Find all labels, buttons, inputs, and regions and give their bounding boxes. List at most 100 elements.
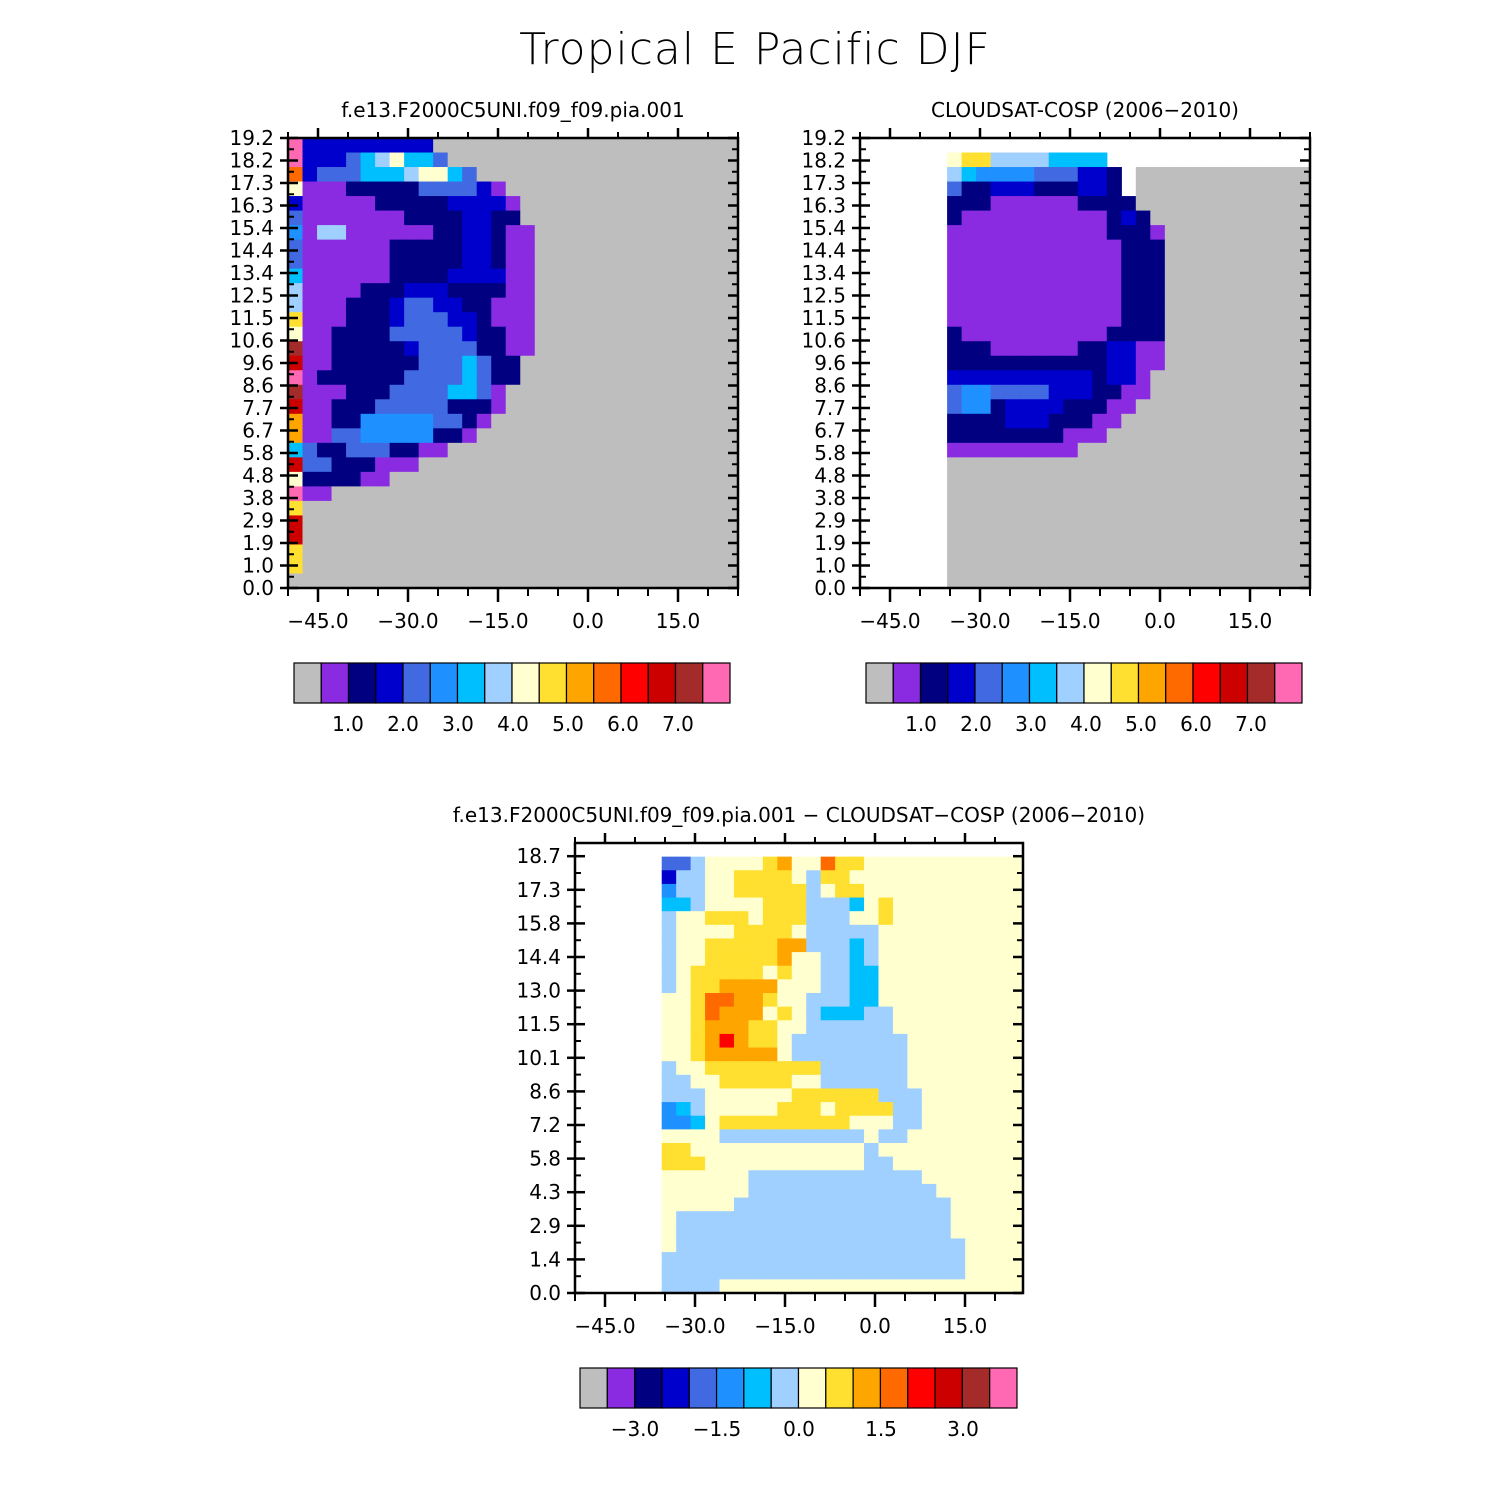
- heatmap-cell: [1251, 239, 1268, 255]
- heatmap-cell: [534, 370, 550, 386]
- heatmap-cell: [346, 268, 362, 284]
- heatmap-cell: [705, 1006, 721, 1021]
- heatmap-cell: [820, 883, 836, 899]
- heatmap-cell: [679, 529, 696, 546]
- heatmap-cell: [1121, 312, 1137, 328]
- y-tick-label: 5.8: [242, 441, 274, 465]
- heatmap-cell: [679, 268, 696, 284]
- heatmap-cell: [534, 210, 550, 226]
- heatmap-cell: [1251, 442, 1268, 458]
- heatmap-cell: [1034, 428, 1050, 444]
- heatmap-cell: [462, 152, 478, 168]
- heatmap-cell: [1295, 167, 1311, 183]
- heatmap-cell: [864, 883, 880, 899]
- heatmap-cell: [375, 312, 391, 328]
- heatmap-cell: [1077, 196, 1093, 212]
- heatmap-cell: [892, 1143, 908, 1158]
- heatmap-cell: [979, 1047, 995, 1062]
- heatmap-cell: [1179, 500, 1195, 517]
- heatmap-cell: [1106, 268, 1122, 284]
- colorbar-label: 2.0: [387, 712, 419, 736]
- heatmap-cell: [1077, 210, 1093, 226]
- heatmap-cell: [476, 573, 492, 589]
- y-tick-label: 19.2: [229, 126, 274, 150]
- heatmap-cell: [1008, 965, 1024, 980]
- heatmap-cell: [607, 573, 623, 589]
- heatmap-cell: [748, 1170, 764, 1185]
- heatmap-cell: [1008, 911, 1024, 926]
- heatmap-cell: [491, 428, 507, 444]
- heatmap-cell: [762, 1129, 778, 1144]
- heatmap-cell: [705, 979, 721, 994]
- heatmap-cell: [346, 326, 362, 342]
- heatmap-cell: [708, 500, 725, 517]
- colorbar: −3.0 −1.5 0.0 1.5 3.0: [579, 1367, 1018, 1441]
- heatmap-cell: [690, 952, 706, 967]
- heatmap-cell: [621, 428, 637, 444]
- heatmap-cell: [375, 384, 391, 400]
- heatmap-cell: [950, 1047, 966, 1062]
- heatmap-cell: [907, 883, 923, 899]
- heatmap-cell: [592, 225, 608, 241]
- y-tick-label: 4.8: [814, 464, 846, 488]
- heatmap-cell: [1135, 312, 1151, 328]
- heatmap-cell: [835, 1033, 851, 1049]
- heatmap-cell: [302, 413, 318, 429]
- heatmap-cell: [563, 297, 579, 313]
- heatmap-cell: [665, 181, 681, 197]
- heatmap-cell: [661, 870, 677, 885]
- heatmap-cell: [723, 341, 739, 357]
- heatmap-cell: [1150, 283, 1166, 299]
- heatmap-cell: [719, 1074, 735, 1090]
- heatmap-cell: [820, 1088, 836, 1103]
- heatmap-cell: [1208, 457, 1224, 473]
- heatmap-cell: [1266, 471, 1282, 487]
- heatmap-cell: [705, 938, 721, 953]
- heatmap-cell: [1121, 210, 1137, 226]
- heatmap-cell: [476, 283, 492, 299]
- heatmap-cell: [636, 500, 652, 517]
- heatmap-cell: [820, 1183, 836, 1199]
- heatmap-cell: [849, 1224, 865, 1240]
- heatmap-cell: [1251, 500, 1268, 517]
- heatmap-cell: [950, 1074, 966, 1090]
- heatmap-cell: [947, 370, 963, 386]
- heatmap-cell: [1019, 239, 1035, 255]
- heatmap-cell: [907, 1238, 923, 1253]
- heatmap-cell: [661, 1074, 677, 1090]
- heatmap-cell: [1295, 515, 1311, 531]
- heatmap-cell: [1150, 225, 1166, 241]
- colorbar-swatch: [974, 662, 1003, 704]
- heatmap-cell: [1106, 544, 1122, 560]
- heatmap-cell: [1008, 1102, 1024, 1117]
- y-tick-label: 14.4: [801, 239, 846, 263]
- heatmap-cell: [1063, 167, 1079, 183]
- heatmap-cell: [534, 384, 550, 400]
- heatmap-cell: [990, 515, 1006, 531]
- heatmap-cell: [302, 254, 318, 270]
- heatmap-cell: [389, 152, 405, 168]
- heatmap-cell: [676, 1156, 692, 1171]
- heatmap-cell: [607, 355, 623, 371]
- heatmap-cell: [1135, 428, 1151, 444]
- heatmap-cell: [331, 341, 347, 357]
- heatmap-cell: [965, 1170, 981, 1185]
- heatmap-cell: [961, 500, 977, 517]
- heatmap-cell: [1048, 239, 1064, 255]
- heatmap-cell: [976, 486, 992, 502]
- heatmap-cell: [563, 152, 579, 168]
- heatmap-cell: [1005, 297, 1021, 313]
- heatmap-cell: [1222, 486, 1239, 502]
- heatmap-cell: [878, 1252, 894, 1267]
- heatmap-cell: [994, 1102, 1010, 1117]
- heatmap-cell: [1034, 254, 1050, 270]
- heatmap-cell: [404, 297, 420, 313]
- heatmap-cell: [705, 924, 721, 940]
- heatmap-cell: [878, 1143, 894, 1158]
- heatmap-cell: [578, 515, 594, 531]
- heatmap-cell: [961, 355, 977, 371]
- heatmap-cell: [864, 979, 880, 994]
- heatmap-cell: [505, 326, 521, 342]
- y-tick-label: 8.6: [814, 374, 846, 398]
- heatmap-cell: [534, 558, 550, 575]
